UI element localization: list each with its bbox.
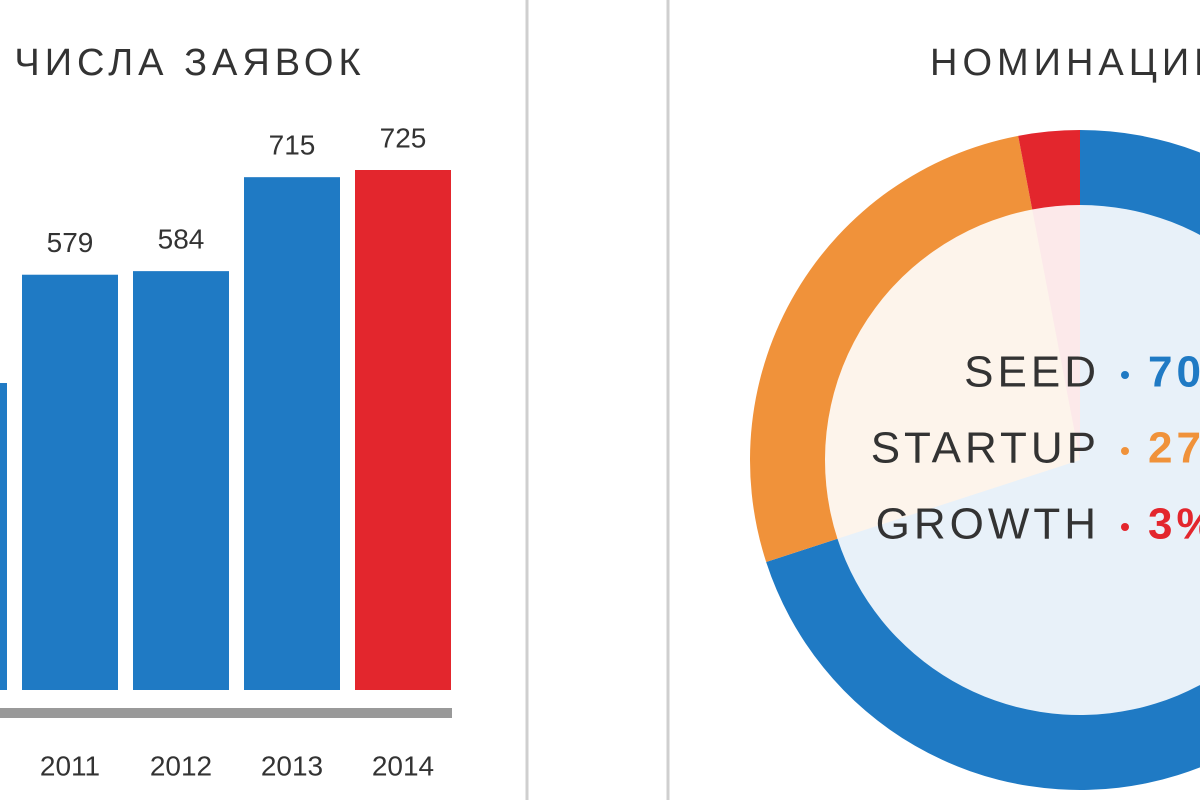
bullet <box>1121 523 1129 531</box>
donut-segment <box>766 130 1200 790</box>
value-label: 579 <box>47 227 94 258</box>
bar-chart: 579 2011 584 2012 715 2013 725 2014 <box>0 122 451 781</box>
baseline <box>0 708 452 718</box>
inner-wedge <box>1032 205 1080 460</box>
panel-frame <box>525 0 529 800</box>
donut-segment <box>1018 130 1080 210</box>
legend-label: GROWTH <box>876 500 1100 549</box>
bar <box>355 170 451 690</box>
bullet <box>1121 447 1129 455</box>
x-tick-label: 2011 <box>40 750 100 781</box>
x-tick-label: 2014 <box>372 750 434 781</box>
value-label: 70% <box>1148 348 1200 397</box>
bar <box>244 177 340 690</box>
legend-label: SEED <box>964 348 1100 397</box>
panel-frame <box>666 0 670 800</box>
value-label: 725 <box>380 122 427 153</box>
bar <box>133 271 229 690</box>
value-label: 3% <box>1148 500 1200 549</box>
x-tick-label: 2012 <box>150 750 212 781</box>
inner-wedge <box>825 209 1080 539</box>
donut-segment <box>750 135 1033 562</box>
bar <box>22 274 118 690</box>
value-label: 715 <box>269 130 316 161</box>
bullet <box>1121 371 1129 379</box>
legend-label: STARTUP <box>871 424 1100 473</box>
bar <box>0 383 7 690</box>
donut-title: НОМИНАЦИИ <box>930 42 1200 84</box>
bar-title: ЧИСЛА ЗАЯВОК <box>14 42 365 84</box>
inner-wedge <box>837 205 1200 715</box>
donut-chart: SEED 70% STARTUP 27% GROWTH 3% <box>750 130 1200 790</box>
x-tick-label: 2013 <box>261 750 323 781</box>
value-label: 584 <box>158 224 205 255</box>
value-label: 27% <box>1148 424 1200 473</box>
